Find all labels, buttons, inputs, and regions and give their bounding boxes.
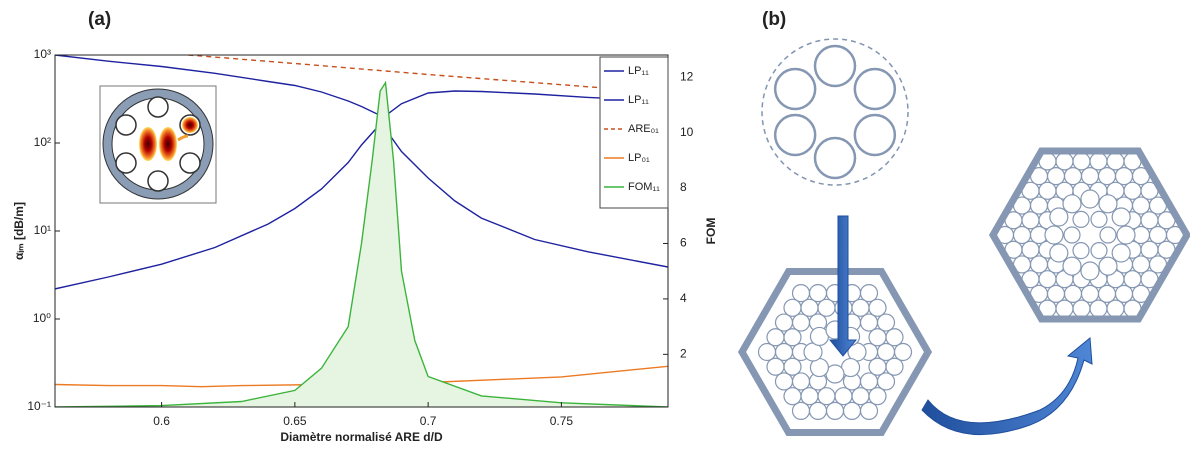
y2-tick-label: 8 <box>680 180 687 194</box>
series-line <box>55 124 668 290</box>
legend-label: ARE₀₁ <box>628 123 659 135</box>
tube <box>813 44 857 88</box>
legend-label: LP₀₁ <box>628 152 650 164</box>
x-tick-label: 0.6 <box>153 414 170 428</box>
capillary <box>1148 255 1168 274</box>
tube <box>1098 194 1118 214</box>
x-tick-label: 0.75 <box>550 414 574 428</box>
y2-tick-label: 4 <box>680 291 687 305</box>
tube <box>1049 243 1069 263</box>
tube <box>1111 207 1131 227</box>
plot: 0.6 0.65 0.7 0.75 10⁻¹ 10⁰ 10¹ 10² 10³ 2 4 6 8 10 12 Di… <box>12 47 718 444</box>
tube <box>1049 207 1069 227</box>
y-axis-title: αᵢₘ [dB/m] <box>12 202 26 260</box>
tube <box>813 136 857 180</box>
tube <box>1111 243 1131 263</box>
x-tick-label: 0.7 <box>420 414 437 428</box>
tube <box>1062 256 1082 276</box>
x-tick-label: 0.65 <box>283 414 307 428</box>
legend-label: LP₁₁ <box>628 94 649 106</box>
tube <box>773 113 817 157</box>
series-line <box>55 55 668 118</box>
capillary <box>876 313 896 332</box>
tube <box>1063 226 1081 244</box>
legend-box <box>599 56 669 209</box>
y-tick-label: 10¹ <box>34 223 51 237</box>
tube <box>1116 225 1136 245</box>
capillary <box>893 342 913 362</box>
tube <box>1098 256 1118 276</box>
capillary <box>1165 225 1185 245</box>
capillary <box>783 328 802 347</box>
tube <box>1099 226 1117 244</box>
capillary <box>868 298 887 317</box>
tube <box>853 67 897 111</box>
tube <box>773 67 817 111</box>
capillary <box>1123 299 1142 318</box>
preform <box>737 267 933 437</box>
preform <box>988 147 1190 323</box>
legend-label: LP₁₁ <box>628 65 649 77</box>
tube <box>853 113 897 157</box>
capillary <box>859 401 879 420</box>
capillary <box>868 387 887 406</box>
y-tick-label: 10³ <box>34 47 51 61</box>
capillary <box>1157 211 1176 230</box>
y-tick-label: 10⁰ <box>33 311 51 325</box>
y2-tick-label: 6 <box>680 236 687 250</box>
tube <box>1072 210 1090 229</box>
capillary <box>1131 284 1151 303</box>
tube <box>1062 194 1082 214</box>
capillary <box>1140 181 1159 200</box>
panel-label: (b) <box>762 9 786 30</box>
capillary <box>859 284 879 303</box>
capillary <box>885 328 904 347</box>
x-axis-title: Diamètre normalisé ARE d/D <box>280 430 443 444</box>
y2-tick-label: 12 <box>680 69 694 83</box>
capillary <box>885 357 904 376</box>
capillary <box>1148 196 1168 215</box>
series-line <box>55 80 668 407</box>
series-line <box>55 365 668 388</box>
panel-label: (a) <box>88 9 111 30</box>
y2-axis-title: FOM <box>704 218 718 245</box>
inset <box>99 85 217 204</box>
capillary <box>1157 240 1176 259</box>
tube <box>1072 241 1090 260</box>
y2-tick-label: 10 <box>680 125 694 139</box>
y-tick-label: 10² <box>34 135 51 149</box>
legend-label: FOM₁₁ <box>628 181 660 193</box>
series-line <box>188 55 668 94</box>
tube <box>1090 210 1108 229</box>
tube <box>1080 261 1100 281</box>
y-tick-label: 10⁻¹ <box>27 399 51 413</box>
capillary <box>1131 167 1151 186</box>
capillary <box>783 357 802 376</box>
capillary <box>876 372 896 391</box>
y2-tick-label: 2 <box>680 347 687 361</box>
capillary <box>1140 270 1159 289</box>
tube <box>1090 241 1108 260</box>
fiber-diagram <box>737 38 1190 437</box>
tube <box>1044 225 1064 245</box>
capillary <box>1123 152 1142 171</box>
tube <box>1080 189 1100 209</box>
